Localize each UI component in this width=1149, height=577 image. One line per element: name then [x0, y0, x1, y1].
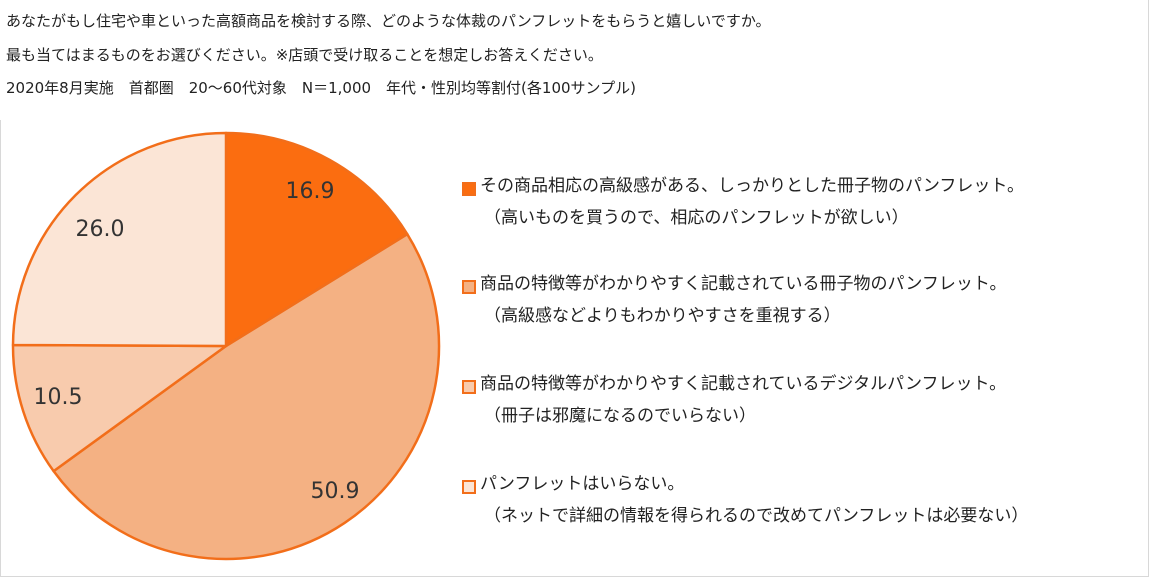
pie-slice-1 — [224, 131, 409, 348]
slice-label-2: 50.9 — [311, 479, 360, 504]
survey-info: 2020年8月実施 首都圏 20〜60代対象 N＝1,000 年代・性別均等割付… — [6, 79, 636, 97]
legend-swatch-1 — [462, 182, 476, 196]
legend-swatch-3 — [462, 380, 476, 394]
legend-swatch-2 — [462, 280, 476, 294]
legend-label-1: その商品相応の高級感がある、しっかりとした冊子物のパンフレット。 — [480, 176, 1024, 196]
chart-header: あなたがもし住宅や車といった高額商品を検討する際、どのような体裁のパンフレットを… — [0, 0, 1149, 120]
slice-label-4: 26.0 — [76, 217, 125, 242]
legend-note-4: （ネットで詳細の情報を得られるので改めてパンフレットは必要ない） — [484, 506, 1029, 526]
legend-label-4: パンフレットはいらない。 — [480, 474, 685, 494]
legend-note-2: （高級感などよりもわかりやすさを重視する） — [484, 306, 841, 326]
slice-label-3: 10.5 — [34, 385, 83, 410]
pie-slice-4 — [11, 131, 228, 348]
legend-label-3: 商品の特徴等がわかりやすく記載されているデジタルパンフレット。 — [480, 374, 1007, 394]
pie-slice-2 — [52, 232, 441, 561]
frame-left-border — [0, 120, 1, 577]
slice-label-1: 16.9 — [286, 179, 335, 204]
pie-chart: 16.9 50.9 10.5 26.0 — [11, 131, 441, 561]
legend-swatch-4 — [462, 480, 476, 494]
legend-note-3: （冊子は邪魔になるのでいらない） — [484, 406, 756, 426]
question-line-1: あなたがもし住宅や車といった高額商品を検討する際、どのような体裁のパンフレットを… — [6, 12, 771, 30]
legend-note-1: （高いものを買うので、相応のパンフレットが欲しい） — [484, 208, 909, 228]
legend-label-2: 商品の特徴等がわかりやすく記載されている冊子物のパンフレット。 — [480, 274, 1007, 294]
pie-slice-3 — [11, 343, 228, 473]
question-line-2: 最も当てはまるものをお選びください。※店頭で受け取ることを想定しお答えください。 — [6, 46, 603, 64]
